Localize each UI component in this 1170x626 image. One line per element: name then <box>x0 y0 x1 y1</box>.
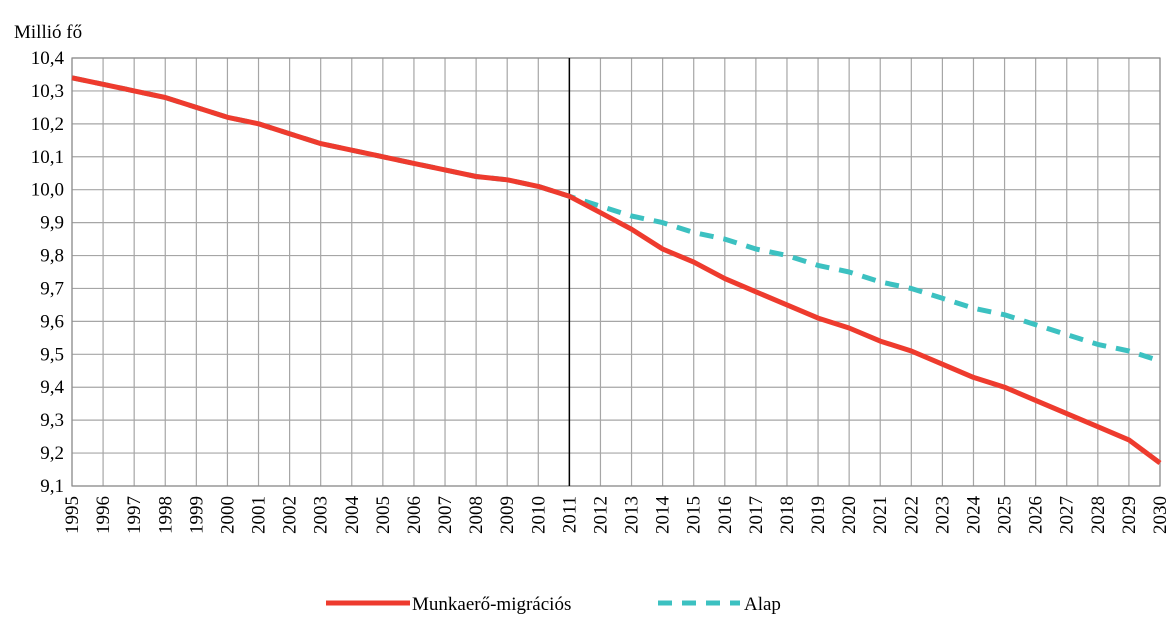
x-tick-label: 2013 <box>622 496 643 534</box>
x-tick-label: 2008 <box>466 496 487 534</box>
x-tick-label: 2027 <box>1057 496 1078 534</box>
y-tick-label: 10,3 <box>31 81 64 102</box>
x-tick-label: 2012 <box>590 496 611 534</box>
x-tick-label: 2024 <box>963 496 984 535</box>
x-tick-label: 2005 <box>373 496 394 534</box>
x-tick-label: 2015 <box>684 496 705 534</box>
x-tick-labels: 1995 1996 1997 1998 1999 2000 2001 2002 2003 2004… <box>62 496 1170 535</box>
x-tick-label: 2004 <box>342 496 363 535</box>
x-tick-label: 2003 <box>311 496 332 534</box>
y-tick-label: 9,2 <box>40 443 64 464</box>
x-tick-label: 2028 <box>1088 496 1109 534</box>
x-tick-label: 2022 <box>901 496 922 534</box>
x-tick-label: 2006 <box>404 496 425 534</box>
x-tick-label: 1996 <box>93 496 114 534</box>
y-tick-labels: 10,4 10,3 10,2 10,1 10,0 9,9 9,8 9,7 9,6 9,5 9,4 9,… <box>31 48 65 497</box>
y-tick-label: 9,3 <box>40 410 64 431</box>
series-line-munkaero-migracios <box>71 75 1162 466</box>
x-tick-label: 2020 <box>839 496 860 534</box>
y-tick-label: 9,8 <box>40 246 64 267</box>
legend-label-alap: Alap <box>744 594 781 615</box>
y-tick-label: 10,4 <box>31 48 65 69</box>
x-tick-label: 2007 <box>435 496 456 534</box>
x-tick-label: 2021 <box>870 496 891 534</box>
series-layer <box>71 75 1162 466</box>
x-tick-label: 2030 <box>1150 496 1170 534</box>
y-tick-label: 9,4 <box>40 377 64 398</box>
x-tick-label: 2009 <box>497 496 518 534</box>
series-line-alap <box>71 75 1161 364</box>
y-tick-label: 10,0 <box>31 180 64 201</box>
x-tick-label: 2010 <box>528 496 549 534</box>
x-tick-label: 2017 <box>746 496 767 534</box>
grid <box>71 57 1161 487</box>
x-tick-label: 2014 <box>653 496 674 535</box>
legend-canvas: Munkaerő-migrációs Alap <box>326 594 781 615</box>
x-tick-label: 2019 <box>808 496 829 534</box>
x-tick-label: 2023 <box>932 496 953 534</box>
legend: Munkaerő-migrációs Alap <box>0 588 1170 618</box>
x-tick-label: 2018 <box>777 496 798 534</box>
plot-area-border <box>71 57 1161 487</box>
x-tick-label: 2029 <box>1119 496 1140 534</box>
y-tick-label: 9,9 <box>40 213 64 234</box>
x-tick-label: 2011 <box>559 496 580 533</box>
x-tick-label: 2001 <box>249 496 270 534</box>
legend-label-munkaero-migracios: Munkaerő-migrációs <box>412 594 571 615</box>
x-tick-label: 1998 <box>155 496 176 534</box>
x-tick-label: 2025 <box>995 496 1016 534</box>
x-tick-label: 2026 <box>1026 496 1047 534</box>
y-tick-label: 9,6 <box>40 311 64 332</box>
y-tick-label: 10,1 <box>31 147 64 168</box>
y-tick-label: 10,2 <box>31 114 64 135</box>
x-tick-label: 2000 <box>217 496 238 534</box>
x-tick-label: 1997 <box>124 496 145 534</box>
x-tick-label: 1999 <box>186 496 207 534</box>
y-tick-label: 9,7 <box>40 278 64 299</box>
x-tick-label: 2016 <box>715 496 736 534</box>
x-tick-label: 2002 <box>280 496 301 534</box>
x-tick-label: 1995 <box>62 496 83 534</box>
y-tick-label: 9,5 <box>40 344 64 365</box>
y-axis-label: Millió fő <box>14 22 82 43</box>
y-tick-label: 9,1 <box>40 476 64 497</box>
